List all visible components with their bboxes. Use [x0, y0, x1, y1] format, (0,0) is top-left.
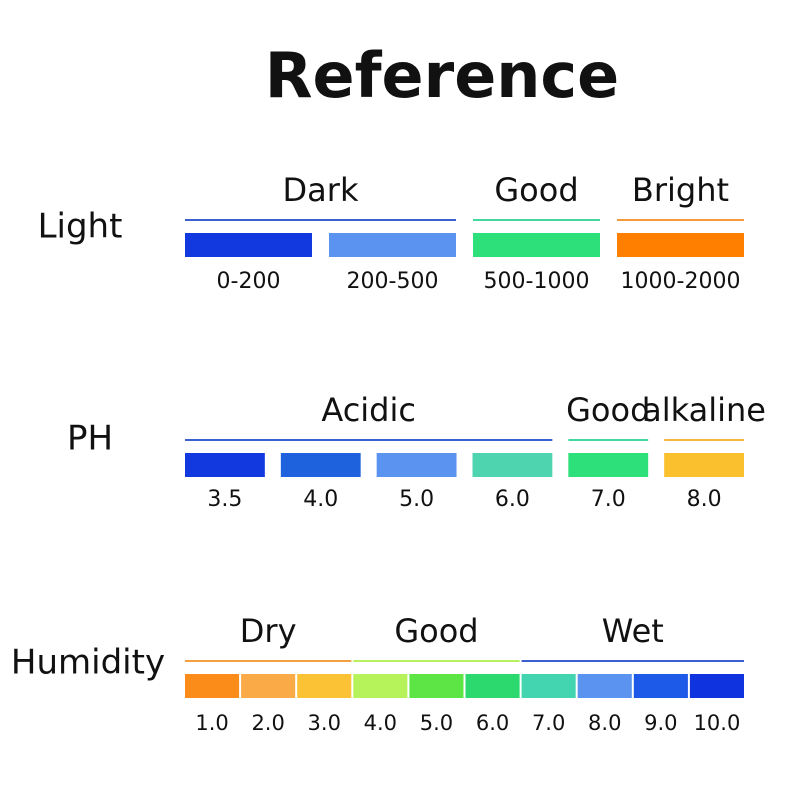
- swatch-label: 8.0: [687, 487, 722, 512]
- swatch: [568, 453, 649, 477]
- group-label: Bright: [632, 171, 729, 209]
- swatch: [241, 674, 296, 698]
- swatch: [297, 674, 352, 698]
- swatch: [465, 674, 520, 698]
- row-label: PH: [67, 419, 113, 459]
- swatch-label: 2.0: [251, 711, 284, 735]
- swatch: [689, 674, 744, 698]
- swatch: [376, 453, 457, 477]
- swatch: [280, 453, 361, 477]
- swatch: [617, 233, 744, 257]
- swatch-label: 1.0: [195, 711, 228, 735]
- swatch: [409, 674, 464, 698]
- row-label: Light: [38, 207, 123, 247]
- swatch-label: 0-200: [217, 269, 281, 294]
- swatch-label: 4.0: [364, 711, 397, 735]
- swatch-label: 5.0: [420, 711, 453, 735]
- swatch-label: 3.5: [207, 487, 242, 512]
- swatch: [353, 674, 408, 698]
- row-label: Humidity: [11, 643, 165, 683]
- group-label: Good: [394, 612, 478, 650]
- title: Reference: [265, 39, 619, 112]
- group-label: alkaline: [642, 391, 766, 429]
- group-label: Good: [566, 391, 650, 429]
- swatch-label: 6.0: [476, 711, 509, 735]
- swatch: [664, 453, 744, 477]
- swatch-label: 4.0: [303, 487, 338, 512]
- swatch: [329, 233, 456, 257]
- swatch-label: 10.0: [694, 711, 741, 735]
- swatch-label: 8.0: [588, 711, 621, 735]
- swatch-label: 500-1000: [484, 269, 590, 294]
- group-label: Acidic: [321, 391, 416, 429]
- swatch: [472, 453, 553, 477]
- group-label: Dark: [283, 171, 359, 209]
- swatch: [185, 233, 312, 257]
- swatch: [473, 233, 600, 257]
- swatch-label: 7.0: [532, 711, 565, 735]
- swatch-label: 7.0: [591, 487, 626, 512]
- swatch-label: 3.0: [308, 711, 341, 735]
- swatch-label: 5.0: [399, 487, 434, 512]
- group-label: Wet: [602, 612, 664, 650]
- swatch-label: 6.0: [495, 487, 530, 512]
- group-label: Dry: [240, 612, 297, 650]
- swatch: [185, 453, 265, 477]
- swatch: [633, 674, 688, 698]
- swatch-label: 1000-2000: [621, 269, 741, 294]
- swatch: [521, 674, 576, 698]
- swatch: [577, 674, 632, 698]
- swatch-label: 200-500: [347, 269, 439, 294]
- group-label: Good: [494, 171, 578, 209]
- swatch-label: 9.0: [644, 711, 677, 735]
- swatch: [185, 674, 240, 698]
